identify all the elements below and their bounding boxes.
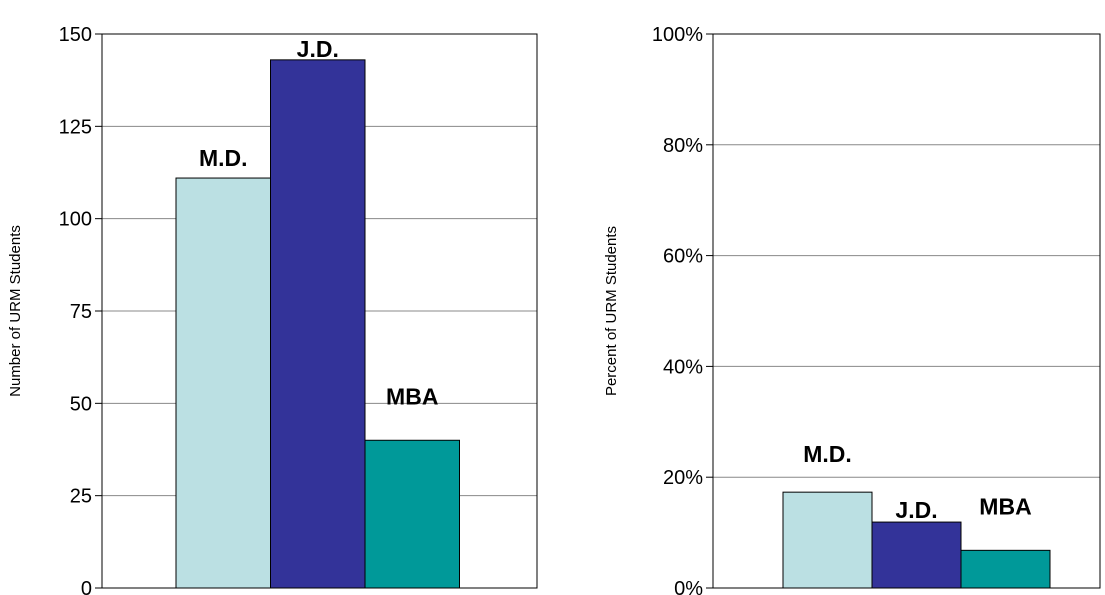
- y-tick-label: 50: [70, 393, 92, 415]
- y-tick-label: 75: [70, 301, 92, 323]
- y-tick-label: 25: [70, 486, 92, 508]
- y-tick-label: 80%: [663, 135, 703, 157]
- bar-md: [782, 491, 873, 589]
- bar-mba: [960, 549, 1051, 589]
- bar-mba: [364, 439, 460, 589]
- y-tick-label: 100%: [652, 24, 703, 46]
- bar-md: [175, 177, 271, 589]
- y-tick-label: 150: [59, 24, 92, 46]
- bar-jd: [871, 521, 962, 589]
- y-tick-label: 20%: [663, 467, 703, 489]
- y-tick-label: 100: [59, 209, 92, 231]
- y-tick-label: 0%: [674, 578, 703, 595]
- y-tick-label: 125: [59, 116, 92, 138]
- bar-label: J.D.: [895, 497, 937, 523]
- y-axis-title: Number of URM Students: [7, 225, 24, 397]
- count-bar-chart: 0 25 50 75 100 125 150 M.D. J.D. MBA Number of URM…: [7, 24, 538, 595]
- bar-label: J.D.: [297, 36, 339, 62]
- bar-label: M.D.: [803, 441, 852, 467]
- y-tick-label: 60%: [663, 246, 703, 268]
- y-axis-title: Percent of URM Students: [603, 226, 620, 396]
- bar-label: M.D.: [199, 145, 248, 171]
- bar-label: MBA: [979, 493, 1031, 519]
- bar-label: MBA: [386, 383, 438, 409]
- bar-jd: [270, 59, 366, 589]
- y-tick-label: 0: [81, 578, 92, 595]
- y-tick-label: 40%: [663, 356, 703, 378]
- percent-bar-chart: 0% 20% 40% 60% 80% 100% M.D. J.D. MBA Percent of …: [603, 24, 1101, 595]
